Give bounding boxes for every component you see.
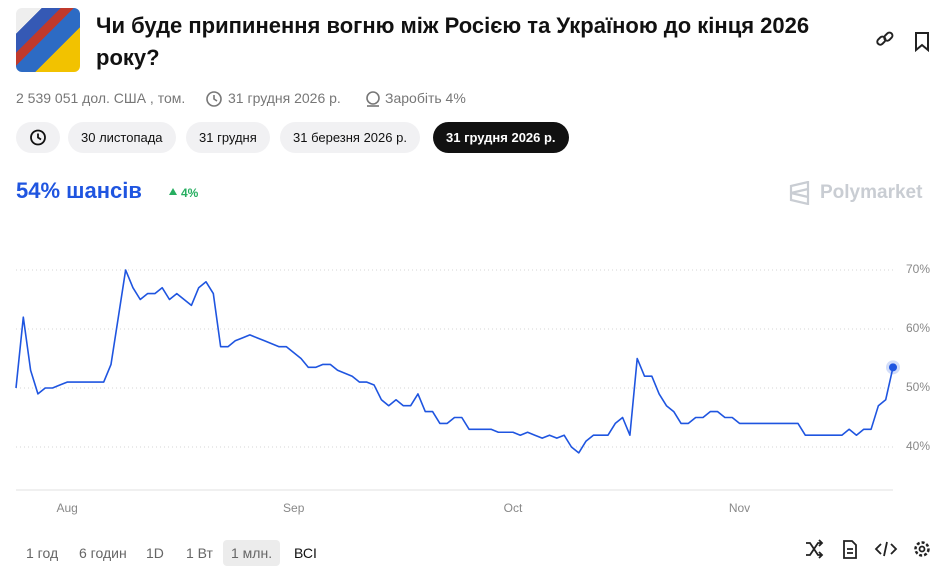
chart: 40% 50% 60% 70% Aug Sep Oct Nov: [15, 262, 930, 515]
brand-logo: [789, 181, 810, 205]
embed-icon[interactable]: [874, 541, 898, 557]
date-tab[interactable]: 30 листопада: [68, 122, 176, 153]
date-tab[interactable]: 31 березня 2026 р.: [280, 122, 420, 153]
range-button[interactable]: 1 год: [26, 545, 59, 561]
history-icon: [30, 129, 46, 146]
chart-tools: [806, 539, 930, 559]
header-icons: [876, 31, 929, 52]
range-button[interactable]: 1 Вт: [186, 545, 213, 561]
range-button[interactable]: 1 млн.: [223, 540, 281, 566]
end-dot: [889, 363, 897, 372]
x-tick-label: Aug: [56, 501, 77, 515]
y-tick-label: 60%: [906, 321, 930, 335]
date-tab[interactable]: 31 грудня: [186, 122, 270, 153]
clock-icon: [206, 91, 222, 107]
history-button[interactable]: [16, 122, 60, 153]
doc-icon[interactable]: [843, 540, 857, 559]
chance: 54% шансів: [16, 178, 142, 203]
range-button[interactable]: 1D: [146, 545, 164, 561]
price-line: [15, 269, 894, 454]
up-arrow: [169, 188, 177, 195]
date-tab[interactable]: 31 грудня 2026 р.: [433, 122, 569, 153]
reward: Заробіть 4%: [385, 90, 466, 106]
shuffle-icon[interactable]: [806, 539, 824, 559]
y-tick-label: 70%: [906, 262, 930, 276]
volume: 2 539 051 дол. США , том.: [16, 90, 186, 106]
y-tick-label: 40%: [906, 439, 930, 453]
y-tick-label: 50%: [906, 380, 930, 394]
settings-icon[interactable]: [914, 541, 930, 557]
reward-icon: [366, 91, 380, 107]
range-button[interactable]: 6 годин: [79, 545, 127, 561]
range-button[interactable]: ВСІ: [294, 545, 317, 561]
x-tick-label: Oct: [504, 501, 523, 515]
change: 4%: [181, 186, 199, 200]
x-tick-label: Nov: [729, 501, 750, 515]
market-title: Чи буде припинення вогню між Росією та У…: [96, 13, 810, 70]
x-tick-label: Sep: [283, 501, 305, 515]
market-image: [16, 8, 80, 72]
link-icon[interactable]: [876, 31, 894, 46]
brand: Polymarket: [820, 182, 923, 203]
bookmark-icon[interactable]: [915, 32, 929, 52]
end-date: 31 грудня 2026 р.: [228, 90, 341, 106]
